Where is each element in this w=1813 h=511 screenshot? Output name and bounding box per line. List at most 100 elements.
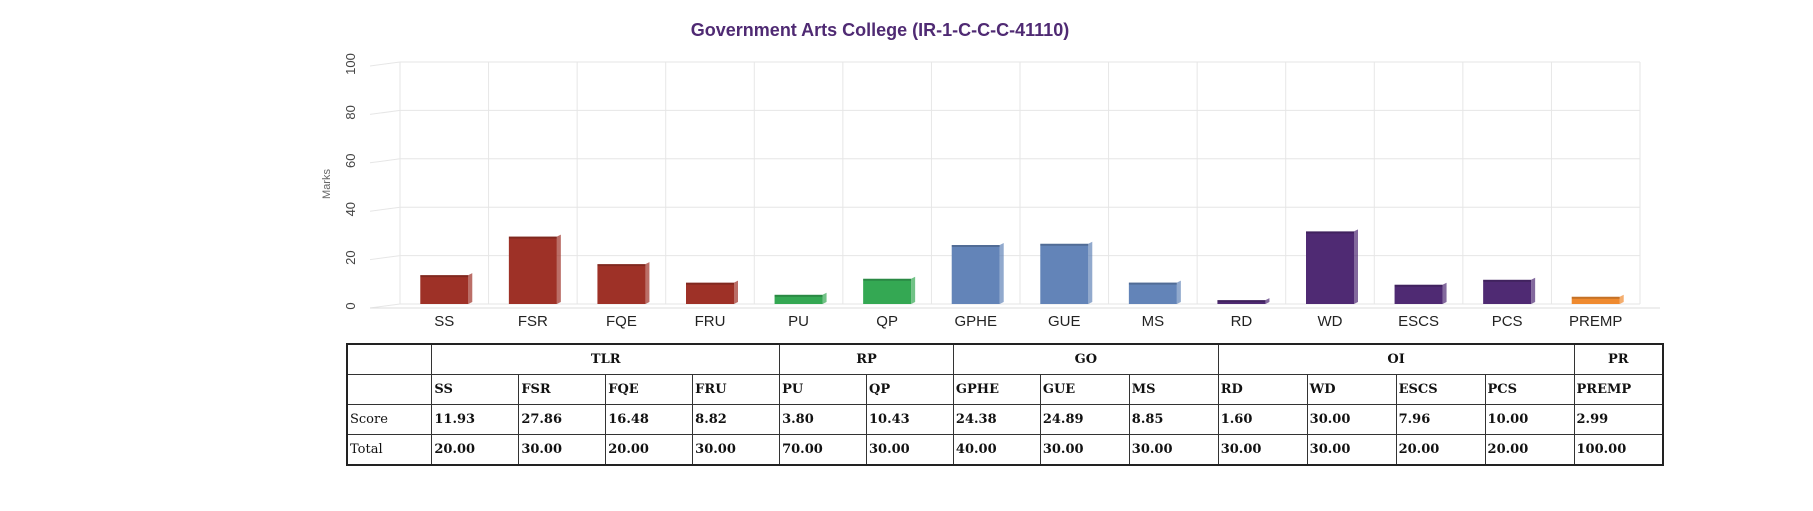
bar-rd	[1217, 300, 1266, 304]
x-tick-label-escs: ESCS	[1398, 313, 1439, 330]
bar-side-ss	[468, 273, 473, 304]
cell-score-3: 8.82	[692, 404, 781, 435]
group-header-oi: OI	[1217, 343, 1575, 375]
gridline-h-40	[369, 206, 401, 212]
bar-side-fqe	[645, 262, 650, 304]
bar-fqe	[597, 264, 646, 304]
param-header-fqe: FQE	[605, 374, 694, 405]
bar-side-fru	[734, 280, 738, 304]
corner-cell	[346, 343, 433, 375]
bar-layer	[420, 229, 1624, 304]
bar-side-premp	[1619, 294, 1624, 304]
x-tick-label-wd: WD	[1318, 313, 1343, 330]
param-header-pu: PU	[779, 374, 867, 405]
y-tick-label-20: 20	[343, 250, 358, 264]
cell-score-8: 8.85	[1128, 404, 1219, 435]
param-header-wd: WD	[1306, 374, 1397, 405]
y-tick-label-60: 60	[343, 154, 358, 168]
bar-top-rd	[1217, 300, 1266, 303]
bar-side-ms	[1176, 280, 1181, 304]
bar-top-fsr	[508, 236, 557, 239]
cell-score-11: 7.96	[1395, 404, 1486, 435]
gridline-h-0	[369, 303, 401, 309]
gridline-h-60	[369, 158, 401, 164]
param-header-ss: SS	[431, 374, 520, 405]
gridline-h-100	[369, 61, 401, 67]
bar-top-ms	[1128, 282, 1177, 285]
param-header-rd: RD	[1217, 374, 1308, 405]
bar-side-pu	[822, 292, 827, 304]
row-label-total: Total	[346, 434, 433, 466]
cell-score-12: 10.00	[1484, 404, 1575, 435]
bar-top-ss	[420, 275, 469, 278]
bar-pu	[774, 294, 823, 304]
bar-fsr	[508, 236, 557, 304]
group-header-go: GO	[952, 343, 1219, 375]
grid-layer: 0 20 40 60 80 100	[343, 53, 1660, 310]
param-header-fru: FRU	[692, 374, 781, 405]
y-tick-label-100: 100	[343, 53, 358, 75]
bar-top-pu	[774, 294, 823, 297]
y-axis-label: Marks	[321, 169, 333, 199]
cell-total-0: 20.00	[431, 434, 520, 466]
table-param-row: SS FSR FQE FRU PU QP GPHE GUE MS RD WD ESCS PCS PREMP	[346, 374, 1664, 405]
y-tick-label-80: 80	[343, 105, 358, 119]
bar-top-escs	[1394, 284, 1443, 287]
cell-score-0: 11.93	[431, 404, 520, 435]
y-tick-label-40: 40	[343, 202, 358, 216]
cell-score-5: 10.43	[866, 404, 954, 435]
bar-side-wd	[1354, 229, 1358, 304]
row-label-score: Score	[346, 404, 433, 435]
param-header-qp: QP	[866, 374, 954, 405]
score-table: TLR RP GO OI PR SS FSR FQE FRU PU QP GPHE GUE MS RD WD E…	[346, 343, 1664, 466]
param-header-gphe: GPHE	[952, 374, 1041, 405]
bar-wd	[1306, 231, 1354, 304]
x-tick-label-qp: QP	[876, 313, 898, 330]
bar-escs	[1394, 284, 1443, 304]
cell-total-4: 70.00	[779, 434, 867, 466]
bar-top-qp	[863, 278, 912, 281]
cell-total-11: 20.00	[1395, 434, 1486, 466]
chart-title: Government Arts College (IR-1-C-C-C-4111…	[691, 20, 1069, 40]
cell-score-9: 1.60	[1217, 404, 1308, 435]
cell-score-6: 24.38	[952, 404, 1041, 435]
param-header-pcs: PCS	[1484, 374, 1575, 405]
table-row: Total 20.00 30.00 20.00 30.00 70.00 30.00 40.00…	[346, 434, 1664, 466]
bar-side-rd	[1265, 298, 1270, 304]
gridline-h-20	[369, 255, 401, 261]
cell-total-8: 30.00	[1128, 434, 1219, 466]
param-header-fsr: FSR	[518, 374, 607, 405]
bar-top-gue	[1040, 243, 1089, 246]
group-header-tlr: TLR	[431, 343, 781, 375]
bar-gphe	[951, 245, 1000, 304]
bar-fru	[686, 282, 734, 304]
cell-total-3: 30.00	[692, 434, 781, 466]
bar-top-premp	[1571, 296, 1620, 299]
cell-score-1: 27.86	[518, 404, 607, 435]
cell-total-9: 30.00	[1217, 434, 1308, 466]
param-corner-cell	[346, 374, 433, 405]
bar-side-escs	[1442, 282, 1447, 304]
bar-side-pcs	[1531, 277, 1536, 304]
bar-ms	[1128, 282, 1177, 304]
bar-side-qp	[911, 276, 916, 304]
x-tick-label-ms: MS	[1142, 313, 1165, 330]
cell-total-6: 40.00	[952, 434, 1041, 466]
cell-total-7: 30.00	[1039, 434, 1130, 466]
bar-premp	[1571, 296, 1620, 304]
bar-ss	[420, 275, 469, 304]
cell-total-13: 100.00	[1573, 434, 1664, 466]
param-header-escs: ESCS	[1395, 374, 1486, 405]
param-header-gue: GUE	[1039, 374, 1130, 405]
label-layer: SS FSR FQE FRU PU QP GPHE GUE MS RD WD ESCS PCS PREMP	[434, 313, 1622, 330]
x-tick-label-fsr: FSR	[518, 313, 548, 330]
cell-total-12: 20.00	[1484, 434, 1575, 466]
x-tick-label-gue: GUE	[1048, 313, 1081, 330]
bar-side-gphe	[999, 243, 1004, 304]
param-header-premp: PREMP	[1573, 374, 1664, 405]
y-tick-label-0: 0	[343, 302, 358, 309]
cell-score-4: 3.80	[779, 404, 867, 435]
cell-score-13: 2.99	[1573, 404, 1664, 435]
group-header-rp: RP	[779, 343, 954, 375]
bar-pcs	[1483, 279, 1532, 304]
